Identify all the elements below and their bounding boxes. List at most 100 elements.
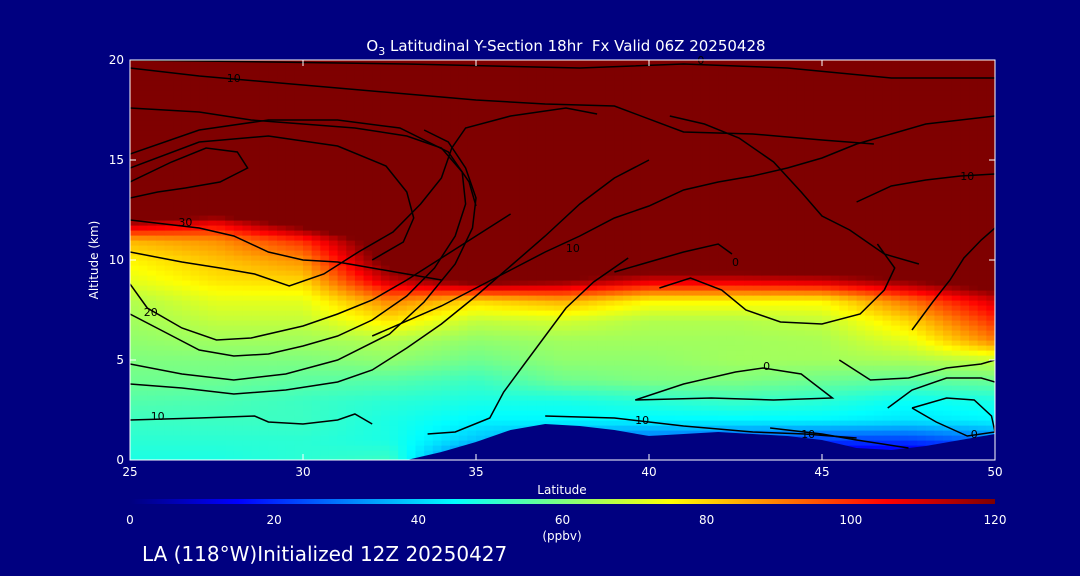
field-cell	[510, 400, 520, 406]
field-cell	[657, 325, 667, 331]
field-cell	[415, 270, 425, 276]
field-cell	[268, 210, 278, 216]
field-cell	[467, 360, 477, 366]
field-cell	[155, 350, 166, 356]
field-cell	[640, 295, 650, 301]
field-cell	[277, 405, 287, 411]
field-cell	[856, 245, 866, 251]
field-cell	[977, 265, 987, 271]
field-cell	[683, 240, 693, 246]
field-cell	[406, 385, 417, 391]
field-cell	[856, 255, 866, 261]
field-cell	[458, 300, 468, 306]
field-cell	[181, 295, 192, 301]
field-cell	[735, 310, 745, 316]
field-cell	[285, 215, 295, 221]
field-cell	[225, 425, 235, 431]
field-cell	[519, 245, 529, 251]
field-cell	[925, 435, 936, 441]
field-cell	[242, 295, 252, 301]
field-cell	[778, 275, 788, 281]
field-cell	[934, 345, 944, 351]
field-cell	[597, 350, 607, 356]
field-cell	[251, 290, 261, 296]
field-cell	[380, 325, 391, 331]
field-cell	[623, 215, 633, 221]
field-cell	[536, 245, 546, 251]
field-cell	[207, 320, 218, 326]
field-cell	[225, 410, 235, 416]
field-cell	[328, 310, 339, 316]
field-cell	[155, 410, 166, 416]
field-cell	[320, 220, 330, 226]
field-cell	[778, 420, 788, 426]
field-cell	[181, 220, 192, 226]
field-cell	[977, 290, 987, 296]
field-cell	[155, 395, 166, 401]
field-cell	[969, 320, 979, 326]
field-cell	[155, 425, 166, 431]
field-cell	[164, 415, 174, 421]
field-cell	[441, 355, 451, 361]
field-cell	[787, 295, 797, 301]
field-cell	[476, 315, 486, 321]
field-cell	[562, 405, 572, 411]
field-cell	[649, 305, 659, 311]
field-cell	[545, 355, 555, 361]
field-cell	[432, 310, 442, 316]
field-cell	[709, 360, 719, 366]
field-cell	[899, 260, 910, 266]
field-cell	[839, 235, 849, 241]
field-cell	[796, 215, 806, 221]
field-cell	[917, 295, 927, 301]
field-cell	[259, 400, 269, 406]
field-cell	[294, 265, 304, 271]
field-cell	[173, 280, 183, 286]
field-cell	[960, 280, 970, 286]
field-cell	[147, 400, 157, 406]
field-cell	[424, 410, 434, 416]
field-cell	[735, 215, 745, 221]
field-cell	[700, 365, 711, 371]
field-cell	[225, 275, 235, 281]
field-cell	[173, 255, 183, 261]
field-cell	[735, 350, 745, 356]
field-cell	[415, 235, 425, 241]
field-cell	[328, 375, 339, 381]
field-cell	[830, 425, 840, 431]
field-cell	[424, 300, 434, 306]
field-cell	[130, 325, 140, 331]
field-cell	[519, 405, 529, 411]
field-cell	[726, 310, 737, 316]
field-cell	[761, 250, 771, 256]
field-cell	[744, 415, 754, 421]
field-cell	[328, 255, 339, 261]
field-cell	[476, 365, 486, 371]
field-cell	[614, 265, 624, 271]
field-cell	[493, 410, 503, 416]
field-cell	[372, 280, 382, 286]
field-cell	[458, 360, 468, 366]
field-cell	[130, 375, 140, 381]
field-cell	[277, 250, 287, 256]
field-cell	[934, 350, 944, 356]
field-cell	[934, 340, 944, 346]
field-cell	[683, 385, 693, 391]
field-cell	[718, 410, 728, 416]
field-cell	[155, 405, 166, 411]
field-cell	[778, 400, 788, 406]
field-cell	[770, 360, 780, 366]
field-cell	[700, 250, 711, 256]
field-cell	[363, 345, 373, 351]
field-cell	[943, 235, 953, 241]
field-cell	[761, 240, 771, 246]
field-cell	[190, 295, 200, 301]
field-cell	[164, 225, 174, 231]
field-cell	[328, 285, 339, 291]
field-cell	[830, 420, 840, 426]
field-cell	[510, 275, 520, 281]
field-cell	[207, 355, 218, 361]
field-cell	[424, 220, 434, 226]
field-cell	[778, 310, 788, 316]
field-cell	[441, 395, 451, 401]
